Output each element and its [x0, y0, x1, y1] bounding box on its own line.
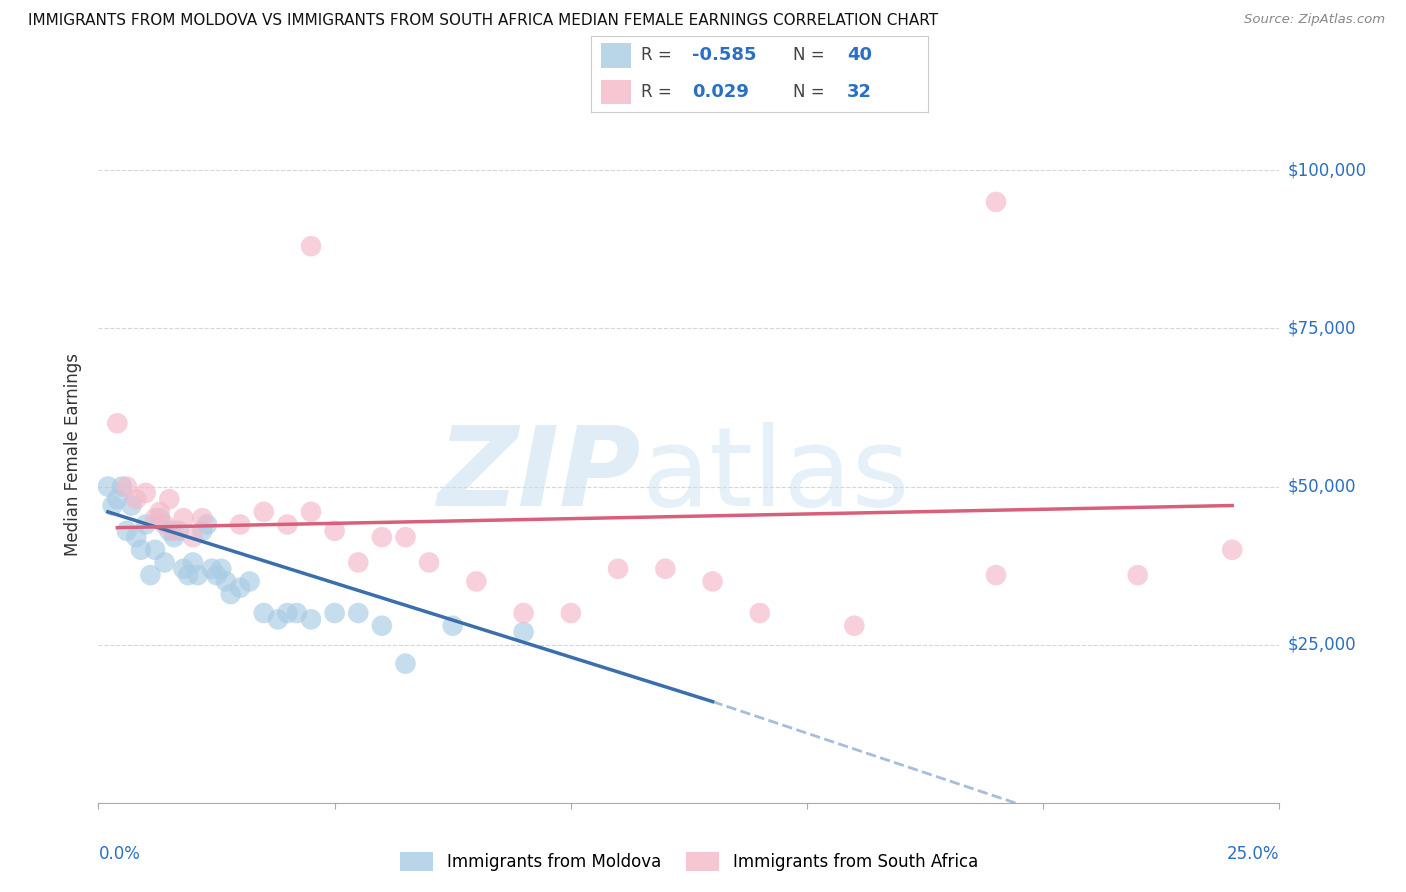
Point: [157, 524, 180, 538]
Point: [394, 530, 416, 544]
Point: [125, 530, 148, 544]
Point: [654, 562, 676, 576]
Point: [323, 524, 346, 538]
Point: [172, 511, 194, 525]
Point: [191, 524, 214, 538]
Point: [143, 511, 166, 525]
Point: [187, 568, 209, 582]
Point: [195, 517, 218, 532]
Point: [163, 524, 186, 538]
Point: [153, 556, 176, 570]
Point: [135, 486, 157, 500]
Text: $100,000: $100,000: [1288, 161, 1367, 179]
Text: Source: ZipAtlas.com: Source: ZipAtlas.com: [1244, 13, 1385, 27]
FancyBboxPatch shape: [600, 44, 631, 68]
Point: [215, 574, 238, 589]
Point: [209, 562, 232, 576]
Point: [143, 542, 166, 557]
Point: [253, 505, 276, 519]
Text: ZIP: ZIP: [439, 422, 641, 529]
Point: [267, 612, 290, 626]
Point: [163, 530, 186, 544]
Point: [1220, 542, 1243, 557]
Point: [371, 530, 394, 544]
Point: [347, 556, 370, 570]
Point: [253, 606, 276, 620]
Point: [512, 625, 534, 640]
Point: [299, 505, 322, 519]
Text: $50,000: $50,000: [1288, 477, 1357, 496]
Text: N =: N =: [793, 83, 830, 101]
Point: [285, 606, 308, 620]
Text: R =: R =: [641, 83, 678, 101]
Point: [115, 479, 138, 493]
Point: [276, 606, 298, 620]
Text: R =: R =: [641, 46, 678, 64]
Point: [418, 556, 440, 570]
Point: [371, 618, 394, 632]
Point: [111, 479, 134, 493]
Point: [129, 542, 152, 557]
Text: N =: N =: [793, 46, 830, 64]
Point: [229, 517, 252, 532]
Point: [984, 194, 1007, 209]
Point: [149, 505, 172, 519]
Point: [172, 562, 194, 576]
Point: [149, 511, 172, 525]
Legend: Immigrants from Moldova, Immigrants from South Africa: Immigrants from Moldova, Immigrants from…: [394, 846, 984, 878]
Point: [465, 574, 488, 589]
Point: [607, 562, 630, 576]
Point: [984, 568, 1007, 582]
Point: [105, 417, 128, 431]
Point: [181, 530, 204, 544]
Point: [115, 524, 138, 538]
Text: $25,000: $25,000: [1288, 636, 1357, 654]
Point: [299, 239, 322, 253]
Text: IMMIGRANTS FROM MOLDOVA VS IMMIGRANTS FROM SOUTH AFRICA MEDIAN FEMALE EARNINGS C: IMMIGRANTS FROM MOLDOVA VS IMMIGRANTS FR…: [28, 13, 938, 29]
Point: [157, 492, 180, 507]
Point: [748, 606, 770, 620]
Point: [167, 524, 190, 538]
Point: [347, 606, 370, 620]
Point: [239, 574, 262, 589]
Point: [299, 612, 322, 626]
Point: [105, 492, 128, 507]
Point: [702, 574, 724, 589]
Point: [229, 581, 252, 595]
Point: [135, 517, 157, 532]
Text: 40: 40: [846, 46, 872, 64]
Point: [139, 568, 162, 582]
Point: [121, 499, 143, 513]
Point: [201, 562, 224, 576]
Point: [844, 618, 866, 632]
Text: atlas: atlas: [641, 422, 910, 529]
Point: [219, 587, 242, 601]
FancyBboxPatch shape: [600, 79, 631, 104]
Point: [125, 492, 148, 507]
Text: 32: 32: [846, 83, 872, 101]
Point: [177, 568, 200, 582]
Point: [181, 556, 204, 570]
Point: [560, 606, 582, 620]
Text: 0.029: 0.029: [692, 83, 748, 101]
Point: [276, 517, 298, 532]
Point: [153, 517, 176, 532]
Point: [97, 479, 120, 493]
Point: [323, 606, 346, 620]
Point: [394, 657, 416, 671]
Text: 25.0%: 25.0%: [1227, 845, 1279, 863]
Point: [205, 568, 228, 582]
Text: $75,000: $75,000: [1288, 319, 1357, 337]
Point: [1126, 568, 1149, 582]
Point: [191, 511, 214, 525]
Text: 0.0%: 0.0%: [98, 845, 141, 863]
Y-axis label: Median Female Earnings: Median Female Earnings: [65, 353, 83, 557]
Point: [441, 618, 464, 632]
Point: [101, 499, 124, 513]
Text: -0.585: -0.585: [692, 46, 756, 64]
Point: [512, 606, 534, 620]
